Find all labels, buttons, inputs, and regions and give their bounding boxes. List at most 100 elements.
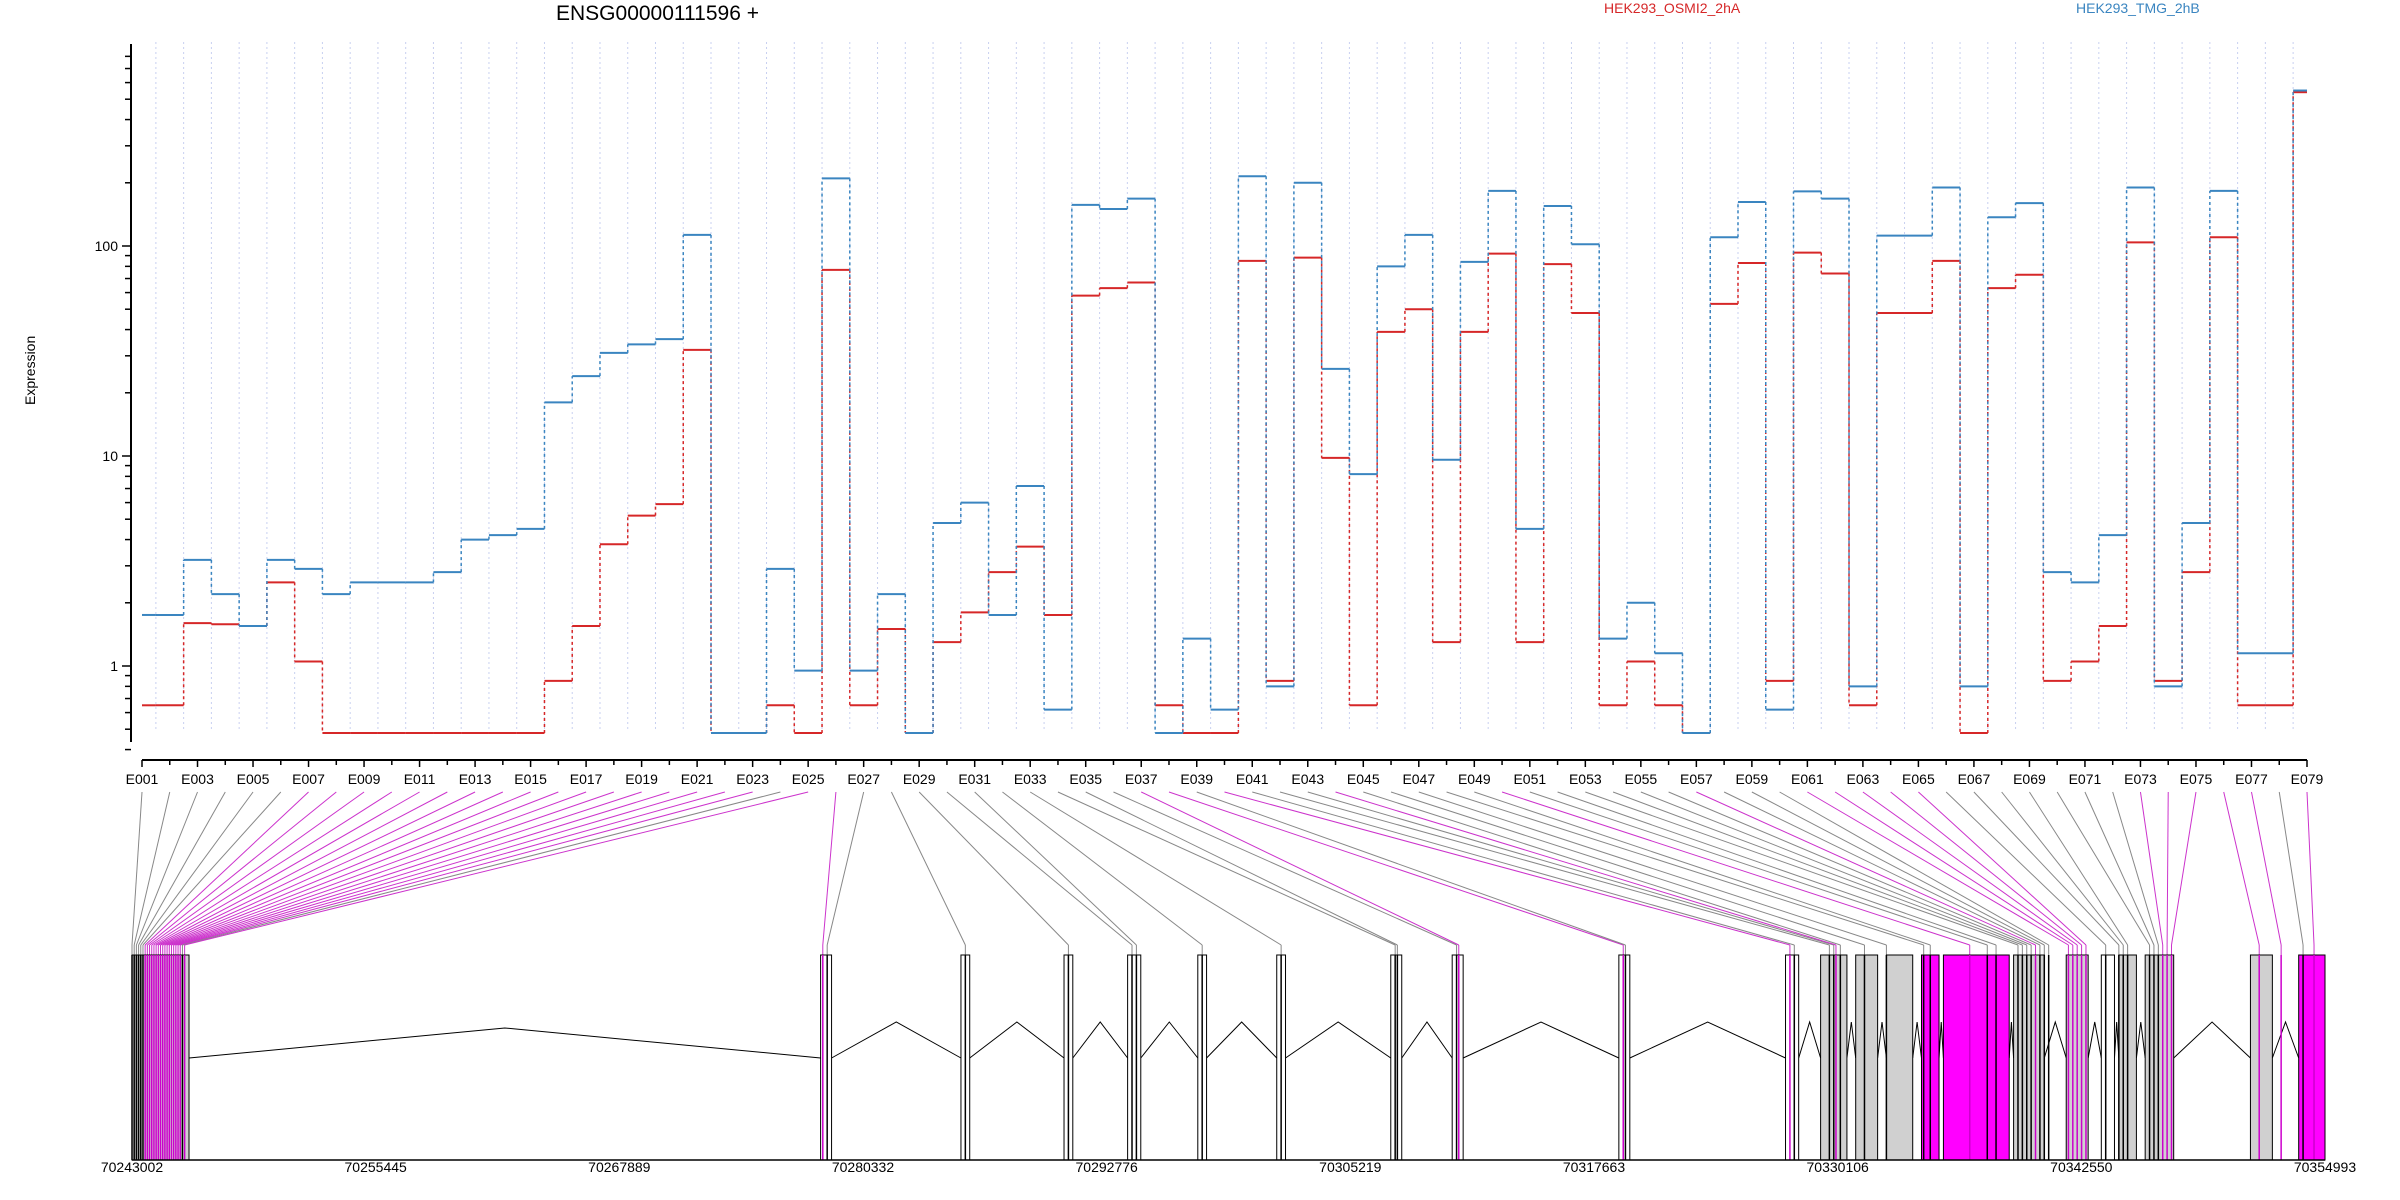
exon-grid-lines (155, 42, 2294, 732)
exon-connector (946, 791, 1133, 946)
exon-connector (160, 791, 504, 946)
exon-group-box (1885, 954, 1914, 1161)
intron-line (1629, 1021, 1786, 1059)
x-tick-label: E021 (681, 771, 714, 787)
exon-connector (1945, 791, 2107, 946)
exon-connector (177, 791, 726, 946)
series-1 (142, 91, 2307, 734)
legend-series-1: HEK293_OSMI2_2hA (1604, 0, 1741, 16)
exon-connector (1196, 791, 1626, 946)
intron-line (1877, 1021, 1887, 1059)
exon-connector (138, 791, 226, 946)
exon-connector (151, 791, 393, 946)
exon-connector (155, 791, 448, 946)
x-tick-label: E025 (792, 771, 825, 787)
coordinate-label: 70292776 (1076, 1159, 1139, 1175)
exon-connector (974, 791, 1137, 946)
exon-connector (2166, 791, 2169, 946)
coordinate-label: 70305219 (1319, 1159, 1382, 1175)
x-tick-label: E029 (903, 771, 936, 787)
intron-line (2008, 1021, 2015, 1059)
exon-connector (180, 791, 753, 946)
intron-line (2043, 1020, 2067, 1059)
exon-connector (822, 791, 837, 946)
gene-model (131, 954, 2326, 1161)
x-tick-labels: E001 E003 E005 E007 E009 E011 E013 E015 E017 E019… (126, 771, 2324, 787)
exon-connector (1779, 791, 2049, 946)
x-tick-label: E007 (292, 771, 325, 787)
x-tick-label: E075 (2180, 771, 2213, 787)
x-tick-label: E037 (1125, 771, 1158, 787)
y-tick-label: 100 (95, 238, 119, 254)
exon-connector (173, 791, 670, 946)
exon-connector (144, 791, 309, 946)
exon-connector (2223, 791, 2260, 946)
exon-connector (182, 791, 781, 946)
exon-connector (1252, 791, 1795, 946)
exon-connector (142, 791, 282, 946)
x-tick-label: E019 (625, 771, 658, 787)
x-tick-label: E009 (348, 771, 381, 787)
coordinate-label: 70267889 (588, 1159, 651, 1175)
x-tick-label: E067 (1958, 771, 1991, 787)
exon-connector (1335, 791, 1837, 946)
axes: 1 10 100 (95, 44, 2308, 767)
x-tick-label: E073 (2124, 771, 2157, 787)
exon-connector (162, 791, 531, 946)
exon-group-box (1855, 954, 1879, 1161)
x-tick-label: E057 (1680, 771, 1713, 787)
exon-connector (166, 791, 587, 946)
exon-connector (1279, 791, 1830, 946)
exon-group-box (1942, 954, 2010, 1161)
exon-connector (1224, 791, 1791, 946)
coordinate-label: 70354993 (2294, 1159, 2357, 1175)
x-tick-label: E015 (514, 771, 547, 787)
exon-connector (2112, 791, 2159, 946)
exon-connector (1640, 791, 2027, 946)
x-tick-label: E039 (1180, 771, 1213, 787)
exon-connector (169, 791, 615, 946)
exon-connector (133, 791, 171, 946)
intron-line (831, 1021, 962, 1059)
exon-connector (1529, 791, 1988, 946)
legend-series-2: HEK293_TMG_2hB (2076, 0, 2200, 16)
x-tick-label: E027 (847, 771, 880, 787)
x-tick-label: E077 (2235, 771, 2268, 787)
exon-connectors (131, 791, 2315, 955)
exon-group-box (1785, 954, 1800, 1161)
intron-line (1285, 1021, 1392, 1059)
x-tick-label: E055 (1624, 771, 1657, 787)
exon-connector (1862, 791, 2078, 946)
exon-connector (1113, 791, 1457, 946)
exon-connector (2029, 791, 2129, 946)
x-tick-label: E011 (404, 771, 436, 787)
exon-connector (1890, 791, 2082, 946)
x-tick-label: E061 (1791, 771, 1824, 787)
x-tick-label: E041 (1236, 771, 1269, 787)
intron-line (1938, 1021, 1944, 1059)
intron-line (1140, 1021, 1199, 1059)
exon-connector (2056, 791, 2150, 946)
exon-connector (1002, 791, 1203, 946)
x-tick-label: E079 (2291, 771, 2324, 787)
x-tick-label: E033 (1014, 771, 1047, 787)
y-axis-label: Expression (22, 335, 38, 405)
x-tick-label: E023 (736, 771, 769, 787)
exon-group-box (1451, 954, 1464, 1161)
exon-connector (164, 791, 559, 946)
exon-connector (2001, 791, 2124, 946)
exon-group-box (1127, 954, 1142, 1161)
exon-group-box (1390, 954, 1403, 1161)
exon-connector (1612, 791, 2023, 946)
exon-connector (1501, 791, 1970, 946)
exon-group-box (1618, 954, 1631, 1161)
x-tick-label: E053 (1569, 771, 1602, 787)
exon-connector (175, 791, 698, 946)
x-tick-label: E059 (1736, 771, 1769, 787)
exon-connector (153, 791, 420, 946)
x-tick-label: E017 (570, 771, 603, 787)
x-tick-label: E005 (237, 771, 270, 787)
intron-line (969, 1021, 1065, 1059)
exon-connector (2084, 791, 2155, 946)
x-tick-label: E043 (1291, 771, 1324, 787)
